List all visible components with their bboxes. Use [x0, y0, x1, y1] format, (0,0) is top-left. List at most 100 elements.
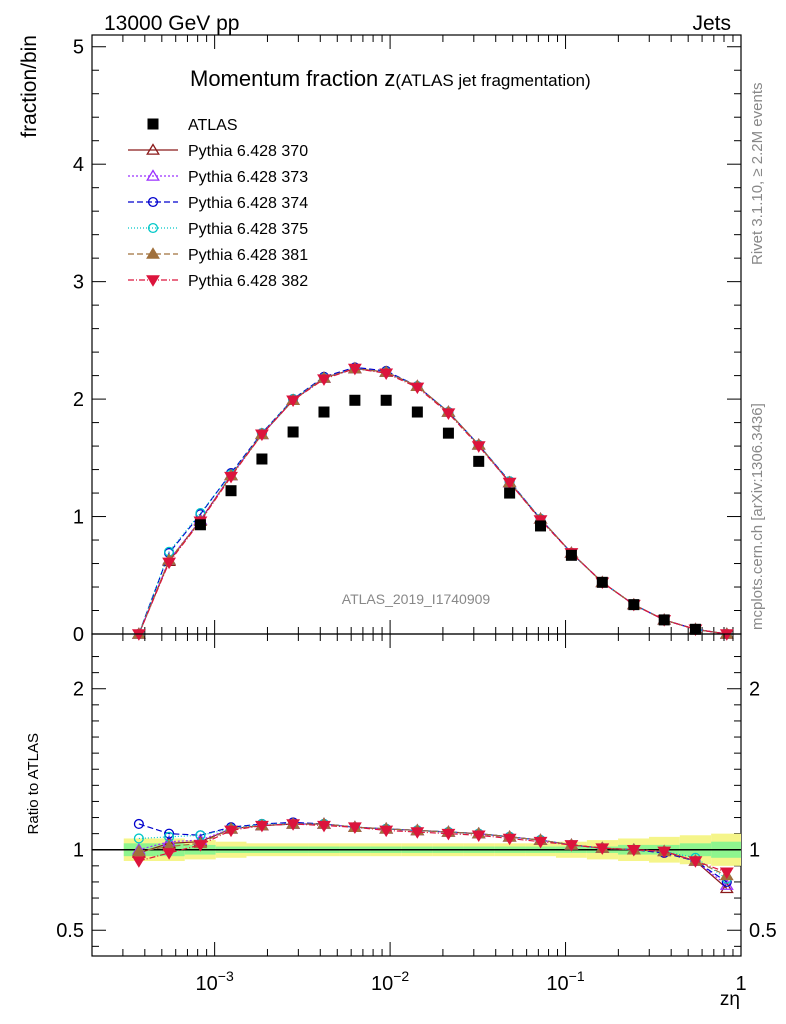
series-ratio-point: [502, 833, 517, 846]
data-point: [628, 599, 640, 611]
legend-marker: [146, 169, 160, 181]
legend-entry: Pythia 6.428 382: [128, 273, 308, 290]
data-point: [287, 426, 299, 438]
header-process: 13000 GeV pp: [104, 12, 239, 35]
legend-entry: Pythia 6.428 374: [128, 195, 308, 212]
ratio-y-tick-label: 2: [73, 679, 84, 701]
legend-marker: [146, 143, 160, 155]
series-ratio-line: [138, 823, 728, 873]
data-point: [411, 406, 423, 418]
series-line: [138, 367, 727, 635]
chart-title-main: Momentum fraction z: [190, 66, 395, 91]
series-point: [255, 429, 269, 442]
series-ratio-point: [164, 828, 175, 839]
data-point: [380, 394, 392, 406]
legend: ATLAS Pythia 6.428 370 Pythia 6.428 373 Pyt…: [128, 117, 308, 290]
series-ratio-point: [347, 822, 362, 834]
ratio-y-tick-label: 1: [73, 840, 84, 862]
legend-label: Pythia 6.428 382: [188, 273, 308, 290]
series-ratio-point: [564, 840, 579, 852]
data-point: [504, 487, 516, 499]
series-point: [131, 629, 146, 641]
data-point: [349, 394, 361, 406]
data-point: [658, 614, 670, 626]
main-y-tick-label: 5: [73, 37, 84, 59]
legend-marker: [147, 222, 159, 234]
series-ratio-point: [410, 827, 425, 839]
data-point: [565, 549, 577, 561]
x-tick-label: 10−2: [371, 968, 409, 995]
analysis-watermark: ATLAS_2019_I1740909: [342, 591, 491, 607]
series-ratio-point: [224, 825, 238, 838]
series-ratio-point: [162, 848, 177, 860]
main-y-axis-label: fraction/bin: [18, 35, 41, 138]
series-point: [471, 441, 486, 453]
main-y-tick-label: 0: [73, 624, 84, 646]
data-point: [225, 485, 237, 497]
legend-entry: Pythia 6.428 375: [128, 221, 308, 238]
series-point: [441, 408, 456, 420]
series-ratio-point: [379, 825, 394, 838]
header-category: Jets: [692, 12, 731, 35]
legend-entry: Pythia 6.428 373: [128, 169, 308, 186]
series-ratio-point: [719, 867, 734, 880]
series-point: [347, 363, 362, 376]
data-point: [194, 519, 206, 531]
ratio-y-tick-label-right: 0.5: [749, 920, 777, 942]
series-point: [224, 471, 238, 484]
chart-title-sub: (ATLAS jet fragmentation): [395, 71, 590, 90]
data-point: [689, 623, 701, 635]
legend-entry: ATLAS: [147, 117, 238, 134]
series-ratio-point: [719, 881, 734, 894]
series-ratio-point: [626, 844, 641, 857]
series-ratio-point: [193, 840, 208, 852]
series-point: [502, 477, 517, 490]
legend-label: Pythia 6.428 370: [188, 143, 308, 160]
series-ratio-point: [133, 833, 144, 844]
series-ratio-point: [688, 856, 703, 868]
data-point: [596, 576, 608, 588]
ratio-frame: [91, 633, 742, 957]
data-point: [256, 453, 268, 465]
ratio-panel: 0.5 0.5 1 1 2 2 10−3 10−2 10−1 1: [56, 633, 777, 995]
series-ratio-point: [286, 819, 301, 831]
data-point: [442, 427, 454, 439]
series-ratio-point: [255, 820, 269, 833]
series-point: [286, 395, 301, 408]
legend-label: Pythia 6.428 373: [188, 169, 308, 186]
legend-entry: Pythia 6.428 381: [128, 247, 308, 264]
legend-label: ATLAS: [188, 117, 238, 134]
x-tick-label: 10−1: [546, 968, 584, 995]
legend-marker: [147, 196, 159, 208]
series-ratio-point: [533, 836, 548, 849]
series-ratio-point: [441, 828, 456, 841]
series-ratio-point: [131, 844, 146, 857]
series-point: [162, 557, 177, 570]
legend-marker: [146, 247, 160, 259]
series-point: [410, 382, 425, 395]
series-ratio-point: [131, 856, 146, 868]
ratio-y-tick-label-right: 2: [749, 679, 760, 701]
series-ratio-5: [131, 819, 734, 880]
legend-label: Pythia 6.428 374: [188, 195, 308, 212]
rivet-label: Rivet 3.1.10, ≥ 2.2M events: [749, 83, 766, 266]
series-point: [317, 374, 331, 386]
series-ratio-point: [657, 846, 672, 859]
ratio-y-axis-label: Ratio to ATLAS: [25, 733, 42, 834]
series-ratio-point: [719, 878, 734, 890]
series-point: [379, 368, 394, 381]
series-ratio-point: [317, 820, 331, 833]
data-points: [194, 394, 701, 635]
series-ratio-point: [133, 818, 144, 830]
x-tick-label: 10−3: [196, 968, 234, 995]
chart-title: Momentum fraction z(ATLAS jet fragmentat…: [190, 66, 591, 91]
ratio-y-tick-label-right: 1: [749, 840, 760, 862]
mcplots-label: mcplots.cern.ch [arXiv:1306.3436]: [749, 403, 766, 630]
legend-label: Pythia 6.428 381: [188, 247, 308, 264]
data-point: [473, 455, 485, 467]
x-axis-label: zη: [720, 989, 740, 1010]
legend-marker: [146, 275, 160, 287]
data-point: [318, 406, 330, 418]
main-y-tick-label: 4: [73, 154, 84, 176]
